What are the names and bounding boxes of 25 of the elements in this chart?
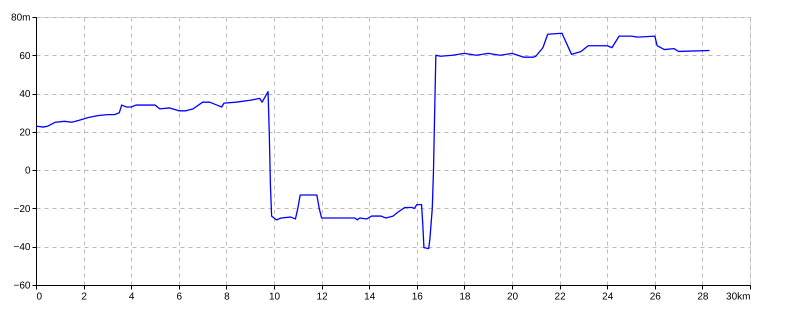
x-tick-label: 6 [176,292,183,302]
line-series [35,32,710,250]
y-tick-label: 20 [19,127,31,138]
y-tick-label: 60 [19,50,31,62]
x-tick-label: 30km [726,292,750,302]
x-tick-label: 14 [364,292,376,302]
y-tick-label: −40 [14,242,31,254]
y-tick-label: 40 [19,89,31,100]
x-tick-label: 28 [697,292,709,302]
x-tick-label: 2 [81,292,88,302]
x-tick-label: 18 [459,292,471,302]
x-tick-label: 16 [412,292,424,302]
x-tick-label: 10 [268,292,280,302]
y-tick-label: 80m [11,12,30,24]
x-tick-label: 4 [128,292,135,302]
x-tick-label: 8 [224,292,230,302]
x-tick-label: 0 [36,292,42,302]
x-tick-label: 26 [650,292,662,302]
x-tick-label: 22 [554,292,566,302]
x-tick-label: 24 [602,292,614,302]
y-tick-label: −60 [14,280,31,292]
y-tick-label: 0 [24,166,31,177]
x-tick-label: 12 [316,292,328,302]
x-tick-label: 20 [506,292,518,302]
y-tick-label: −20 [14,204,31,215]
